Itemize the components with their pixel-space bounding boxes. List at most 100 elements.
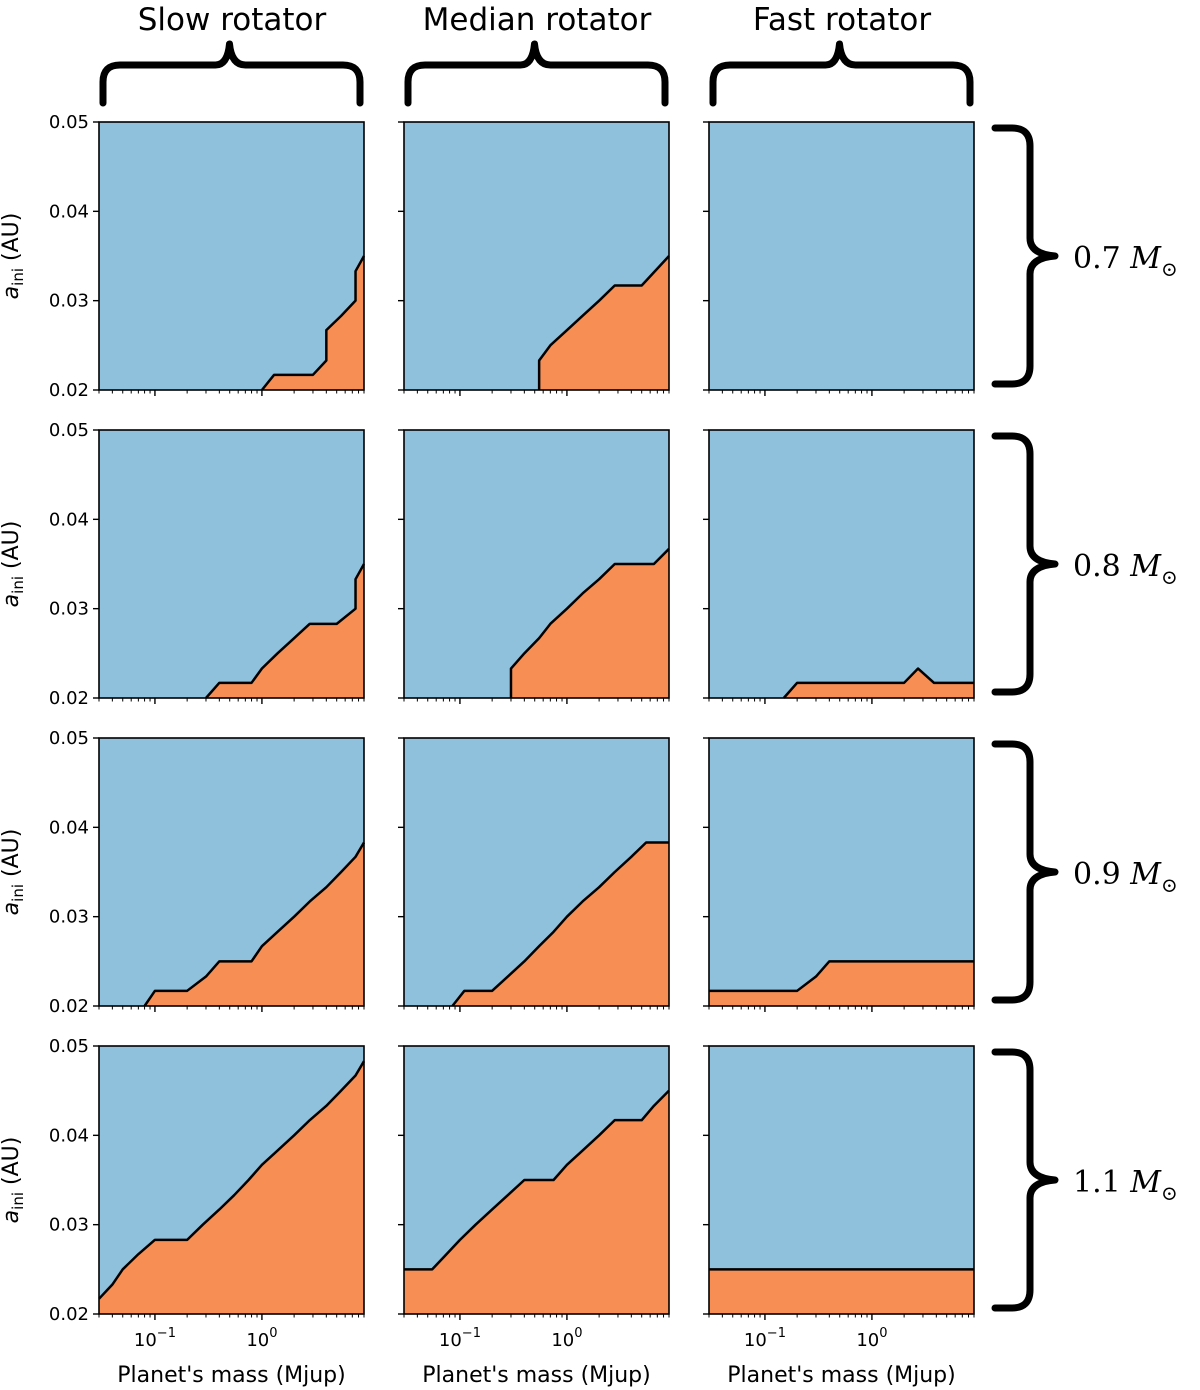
y-axis-label-sub: ini [9, 268, 27, 286]
lower-region [709, 1269, 974, 1314]
column-title-fast: Fast rotator [753, 2, 931, 38]
y-axis-label: aini (AU) [0, 521, 27, 608]
row-label-1: 0.8 M⊙ [1073, 549, 1178, 589]
row-label-2: 0.9 M⊙ [1073, 857, 1178, 897]
boundary-line [509, 547, 670, 698]
y-axis-label-sub: ini [9, 576, 27, 594]
lower-region [404, 1090, 669, 1314]
row-label-unit: M [1129, 241, 1162, 276]
panel-r2-c2 [398, 429, 670, 704]
row-label-3: 1.1 M⊙ [1073, 1165, 1178, 1205]
panel-r3-c3 [703, 737, 975, 1012]
boundary-line [205, 563, 366, 699]
x-tick-label: 100 [246, 1326, 277, 1351]
y-axis-label-sub: ini [9, 1192, 27, 1210]
y-axis-label-base: a [0, 1210, 24, 1223]
row-label-value: 0.9 [1073, 857, 1121, 892]
boundary-line [451, 841, 669, 1007]
row-label-unit: M [1129, 1165, 1162, 1200]
x-axis-label: Planet's mass (Mjup) [422, 1363, 650, 1388]
x-tick-exp: −1 [462, 1326, 481, 1341]
x-tick-base: 10 [856, 1330, 879, 1351]
y-tick-label: 0.02 [49, 380, 89, 401]
x-axis-label: Planet's mass (Mjup) [117, 1363, 345, 1388]
panel-r1-c3 [703, 121, 975, 396]
panel-frame [708, 737, 975, 1007]
y-tick-label: 0.05 [49, 420, 89, 441]
x-tick-exp: 0 [879, 1326, 887, 1341]
y-axis-label-unit: (AU) [0, 1137, 24, 1192]
y-axis-label-base: a [0, 902, 24, 915]
y-axis-label-base: a [0, 286, 24, 299]
boundary-line [404, 1089, 670, 1271]
lower-region [205, 564, 364, 698]
x-tick-exp: 0 [269, 1326, 277, 1341]
panel-frame [98, 121, 365, 391]
x-axis-label: Planet's mass (Mjup) [727, 1363, 955, 1388]
y-tick-label: 0.03 [49, 291, 89, 312]
x-tick-label: 10−1 [744, 1326, 786, 1351]
column-brace-2 [709, 40, 974, 107]
boundary-line [143, 841, 366, 1007]
row-label-unit: M [1129, 549, 1162, 584]
panel-frame [708, 121, 975, 391]
lower-region [510, 548, 669, 698]
y-axis-label-sub: ini [9, 884, 27, 902]
row-brace-2 [991, 740, 1059, 1004]
row-labels: 0.7 M⊙ 0.8 M⊙ 0.9 M⊙ 1.1 M⊙ [1073, 241, 1178, 1205]
x-tick-exp: 0 [574, 1326, 582, 1341]
row-label-sub: ⊙ [1161, 257, 1178, 281]
y-tick-label: 0.04 [49, 817, 89, 838]
y-axis-label-unit: (AU) [0, 521, 24, 576]
panel-r3-c2 [398, 737, 670, 1012]
y-axis-label: aini (AU) [0, 213, 27, 300]
x-tick-label: 100 [856, 1326, 887, 1351]
row-label-value: 0.7 [1073, 241, 1121, 276]
panel-frame [403, 429, 670, 699]
y-tick-label: 0.03 [49, 907, 89, 928]
boundary-line [537, 255, 670, 390]
boundary-line [260, 255, 366, 391]
y-tick-label: 0.05 [49, 112, 89, 133]
row-brace-1 [991, 432, 1059, 696]
panel-frame [403, 1045, 670, 1315]
row-brace-3 [991, 1048, 1059, 1312]
y-axis-label-unit: (AU) [0, 213, 24, 268]
panel-r2-c1: 0.02 0.03 0.04 0.05 aini (AU) [0, 420, 366, 709]
panel-frame [98, 429, 365, 699]
panel-r1-c1: 0.02 0.03 0.04 0.05 aini (AU) [0, 112, 366, 401]
y-tick-label: 0.03 [49, 599, 89, 620]
x-tick-base: 10 [246, 1330, 269, 1351]
panel-frame [403, 737, 670, 1007]
upper-region [99, 122, 364, 390]
panel-frame [98, 1045, 365, 1315]
lower-region [99, 1061, 364, 1314]
column-titles: Slow rotator Median rotator Fast rotator [138, 2, 932, 38]
row-label-0: 0.7 M⊙ [1073, 241, 1178, 281]
y-tick-label: 0.05 [49, 1036, 89, 1057]
upper-region [709, 122, 974, 390]
lower-region [709, 961, 974, 1006]
y-axis-label: aini (AU) [0, 1137, 27, 1224]
y-tick-label: 0.04 [49, 1125, 89, 1146]
lower-region [144, 842, 364, 1006]
y-tick-label: 0.02 [49, 688, 89, 709]
x-tick-base: 10 [439, 1330, 462, 1351]
y-axis-label-base: a [0, 594, 24, 607]
panel-frame [403, 121, 670, 391]
panel-r2-c3 [703, 429, 975, 704]
x-tick-base: 10 [744, 1330, 767, 1351]
row-brace-0 [991, 124, 1059, 388]
y-tick-label: 0.03 [49, 1215, 89, 1236]
y-tick-label: 0.04 [49, 509, 89, 530]
panel-frame [708, 1045, 975, 1315]
x-tick-exp: −1 [157, 1326, 176, 1341]
lower-region [539, 256, 669, 390]
y-axis-label-unit: (AU) [0, 829, 24, 884]
boundary-line [709, 960, 974, 993]
column-title-slow: Slow rotator [138, 2, 327, 38]
row-label-value: 0.8 [1073, 549, 1121, 584]
